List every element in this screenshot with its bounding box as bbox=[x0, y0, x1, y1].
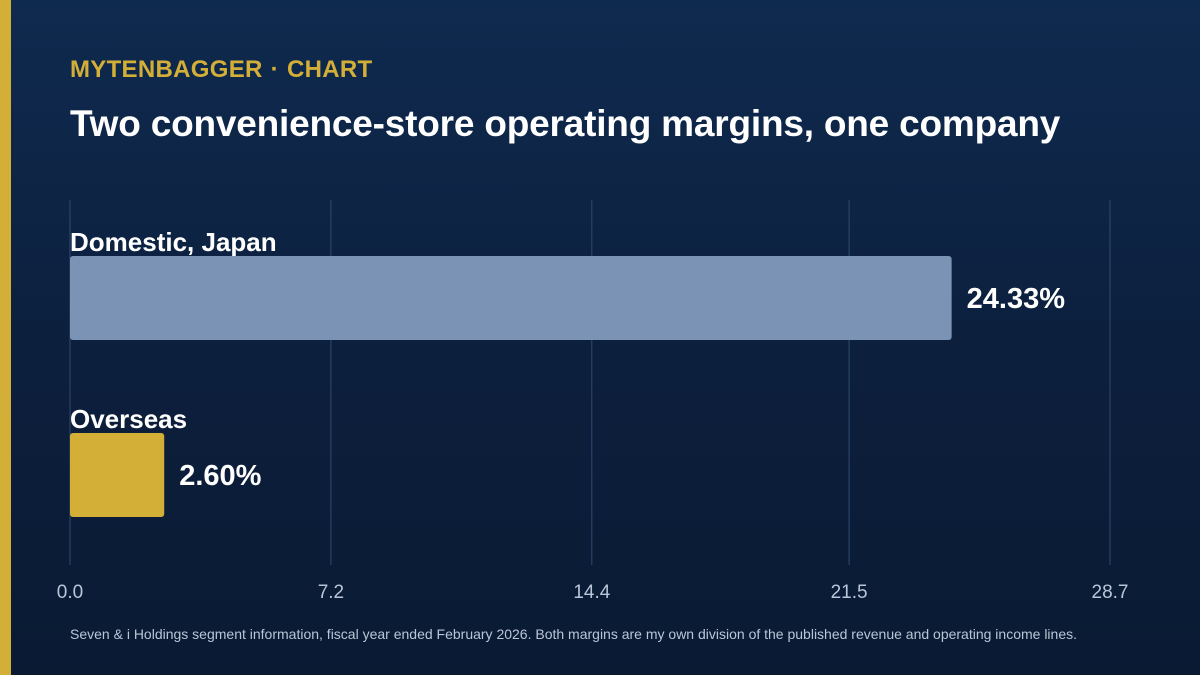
accent-stripe bbox=[0, 0, 11, 675]
section-label: CHART bbox=[286, 56, 373, 83]
kicker: MYTENBAGGER · CHART bbox=[70, 56, 372, 84]
chart-title: Two convenience-store operating margins,… bbox=[70, 103, 1061, 144]
value-label: 24.33% bbox=[967, 283, 1066, 315]
footnote: Seven & i Holdings segment information, … bbox=[70, 626, 1078, 642]
kicker-separator: · bbox=[270, 56, 279, 83]
category-label: Domestic, Japan bbox=[70, 227, 277, 257]
brand-label: MYTENBAGGER bbox=[70, 56, 263, 83]
value-label: 2.60% bbox=[179, 460, 261, 492]
bar-chart: 0.0 7.2 14.4 21.5 28.7 Domestic, Japan 24.33% O… bbox=[57, 200, 1129, 603]
x-tick-label: 14.4 bbox=[573, 582, 610, 603]
x-tick-label: 0.0 bbox=[57, 582, 83, 603]
x-tick-label: 21.5 bbox=[831, 582, 868, 603]
x-tick-label: 7.2 bbox=[318, 582, 344, 603]
x-tick-label: 28.7 bbox=[1092, 582, 1129, 603]
category-label: Overseas bbox=[70, 404, 187, 434]
bar bbox=[70, 433, 165, 517]
bar bbox=[70, 256, 952, 340]
